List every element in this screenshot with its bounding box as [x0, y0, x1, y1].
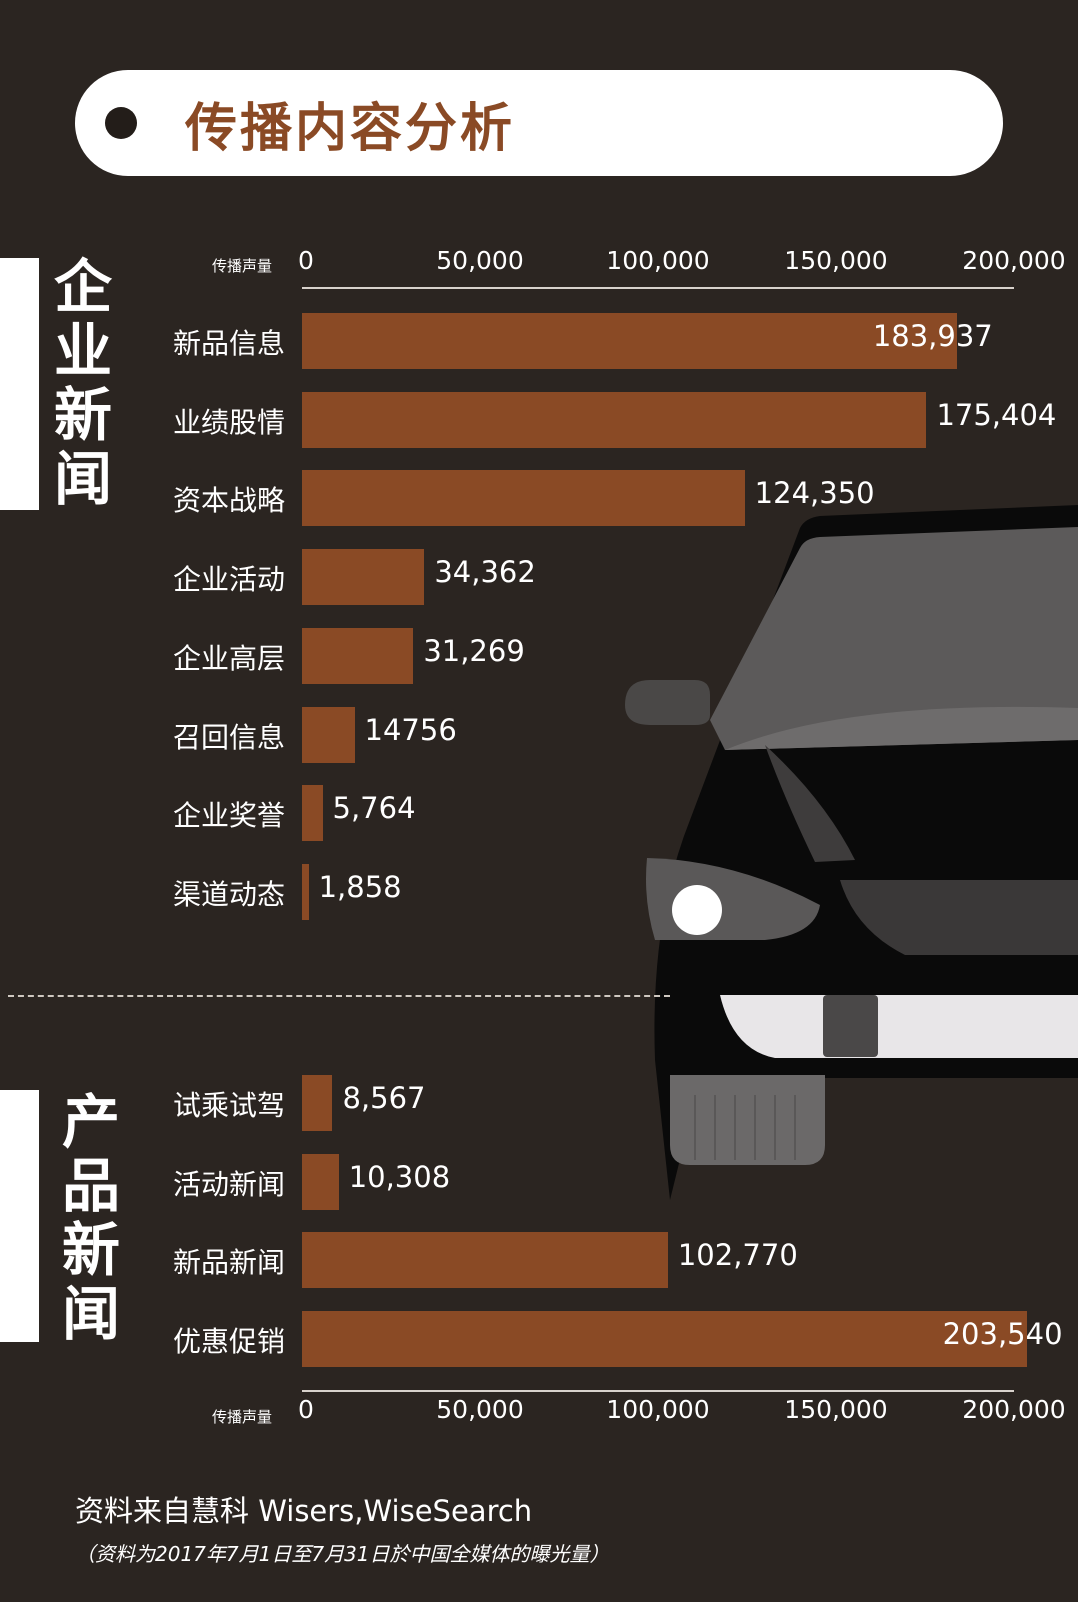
- section-label-corporate-news: 企 业 新 闻: [48, 255, 118, 511]
- bullet-dot: [105, 107, 137, 139]
- value-label: 102,770: [677, 1238, 798, 1273]
- axis-tick-label: 100,000: [606, 246, 710, 275]
- value-label: 175,404: [936, 397, 1057, 432]
- axis-tick-label: 150,000: [784, 1395, 888, 1424]
- axis-tick-label: 50,000: [436, 1395, 524, 1424]
- axis-line-bottom: [302, 1390, 1014, 1392]
- value-label: 14756: [364, 712, 457, 747]
- category-label: 新品信息: [172, 327, 285, 360]
- bar: [302, 785, 323, 842]
- axis-tick-label: 200,000: [962, 246, 1066, 275]
- bar: [302, 1232, 668, 1289]
- category-label: 新品新闻: [172, 1246, 285, 1280]
- value-label: 8,567: [342, 1081, 426, 1115]
- value-label: 5,764: [332, 791, 416, 826]
- value-label: 10,308: [348, 1159, 451, 1194]
- section-label-char: 新: [61, 1216, 120, 1284]
- axis-tick-label: 150,000: [784, 246, 888, 275]
- category-label: 企业奖誉: [172, 799, 285, 833]
- bar: [302, 1311, 1027, 1368]
- data-note: （资料为2017年7月1日至7月31日於中国全媒体的曝光量）: [75, 1542, 610, 1566]
- axis-line-top: [302, 287, 1014, 289]
- section-label-product-news: 产 品 新 闻: [56, 1090, 126, 1346]
- value-label: 183,937: [872, 319, 993, 353]
- section-marker-bar: [0, 258, 39, 510]
- page-title: 传播内容分析: [185, 99, 516, 159]
- category-label: 业绩股情: [172, 405, 285, 439]
- bar: [302, 627, 414, 684]
- value-label: 34,362: [434, 555, 536, 590]
- section-label-char: 业: [53, 317, 112, 385]
- car-illustration: [625, 505, 1078, 1200]
- category-label: 资本战略: [172, 484, 285, 518]
- section-label-char: 闻: [61, 1280, 120, 1348]
- section-marker-bar: [0, 1090, 39, 1342]
- data-source: 资料来自慧科 Wisers,WiseSearch: [75, 1494, 533, 1528]
- category-label: 企业活动: [172, 563, 285, 597]
- bar: [302, 1075, 333, 1131]
- bar: [302, 863, 309, 920]
- value-label: 203,540: [942, 1317, 1063, 1352]
- section-label-char: 产: [61, 1088, 120, 1156]
- axis-tick-label: 100,000: [606, 1395, 710, 1424]
- section-label-char: 品: [61, 1152, 120, 1220]
- axis-tick-label: 0: [298, 1395, 314, 1424]
- bar: [302, 1153, 339, 1210]
- axis-title-top: 传播声量: [212, 257, 273, 275]
- value-label: 124,350: [754, 476, 875, 511]
- header-banner: 传播内容分析: [75, 70, 1003, 176]
- category-label: 召回信息: [172, 720, 285, 754]
- bar: [302, 313, 957, 369]
- category-label: 活动新闻: [172, 1167, 285, 1201]
- bar: [302, 391, 927, 448]
- category-label: 渠道动态: [172, 877, 285, 911]
- category-label: 优惠促销: [172, 1325, 285, 1359]
- section-label-char: 新: [53, 381, 112, 449]
- category-label: 试乘试驾: [172, 1089, 285, 1122]
- axis-tick-label: 50,000: [436, 246, 524, 275]
- axis-tick-label: 200,000: [962, 1395, 1066, 1424]
- bar: [302, 470, 745, 527]
- bar: [302, 549, 425, 606]
- axis-title-bottom: 传播声量: [212, 1408, 273, 1426]
- section-label-char: 闻: [53, 445, 112, 513]
- value-label: 1,858: [318, 869, 402, 904]
- axis-tick-label: 0: [298, 246, 314, 275]
- value-label: 31,269: [423, 633, 525, 668]
- section-label-char: 企: [53, 253, 112, 321]
- bar: [302, 706, 355, 763]
- section-divider: [8, 995, 670, 997]
- category-label: 企业高层: [172, 641, 285, 675]
